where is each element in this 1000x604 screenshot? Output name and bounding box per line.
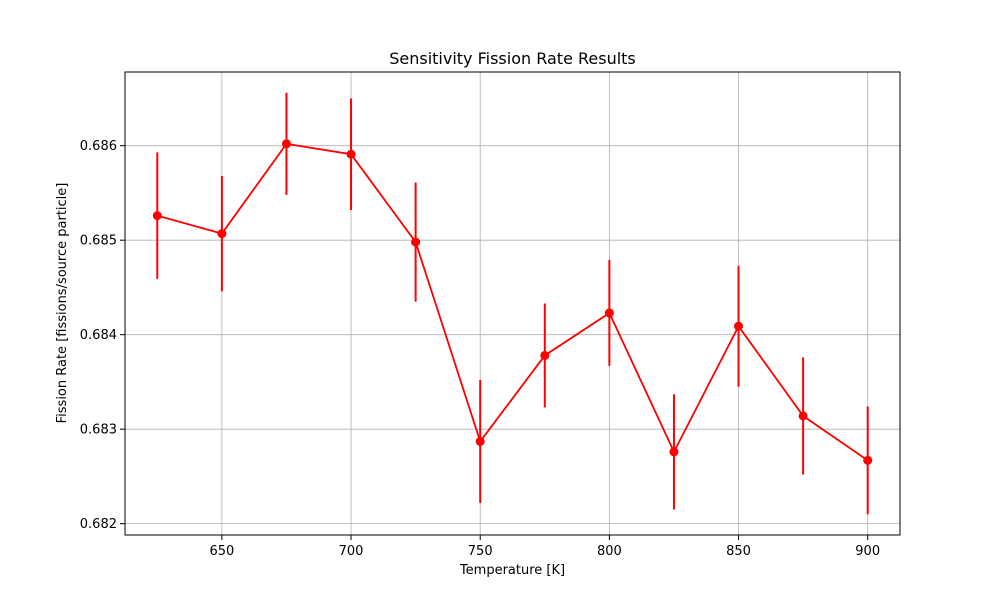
- x-tick-label: 750: [468, 544, 493, 559]
- y-tick-label: 0.685: [80, 234, 117, 249]
- y-axis-ticks: 0.682 0.683 0.684 0.685 0.686: [80, 139, 125, 532]
- data-point: [217, 229, 227, 239]
- y-axis-label: Fission Rate [fissions/source particle]: [55, 183, 70, 424]
- data-point: [540, 350, 550, 360]
- data-point: [152, 211, 162, 221]
- series-line: [157, 142, 869, 462]
- data-point: [346, 149, 356, 159]
- x-tick-label: 850: [726, 544, 751, 559]
- x-tick-label: 700: [339, 544, 364, 559]
- y-tick-label: 0.684: [80, 328, 117, 343]
- data-series: [152, 139, 873, 465]
- y-tick-label: 0.686: [80, 139, 117, 154]
- x-axis-ticks: 650 700 750 800 850 900: [209, 535, 880, 559]
- plot-frame: [124, 71, 901, 536]
- data-point: [669, 447, 679, 457]
- data-point: [411, 237, 421, 247]
- y-tick-label: 0.683: [80, 423, 117, 438]
- data-point: [604, 308, 614, 318]
- x-tick-label: 800: [597, 544, 622, 559]
- x-axis-label: Temperature [K]: [459, 563, 565, 578]
- data-point: [281, 139, 291, 149]
- data-point: [863, 455, 873, 465]
- x-tick-label: 650: [209, 544, 234, 559]
- chart-title: Sensitivity Fission Rate Results: [389, 49, 636, 68]
- y-tick-label: 0.682: [80, 517, 117, 532]
- data-point: [475, 436, 485, 446]
- x-tick-label: 900: [855, 544, 880, 559]
- data-point: [734, 321, 744, 331]
- data-point: [798, 411, 808, 421]
